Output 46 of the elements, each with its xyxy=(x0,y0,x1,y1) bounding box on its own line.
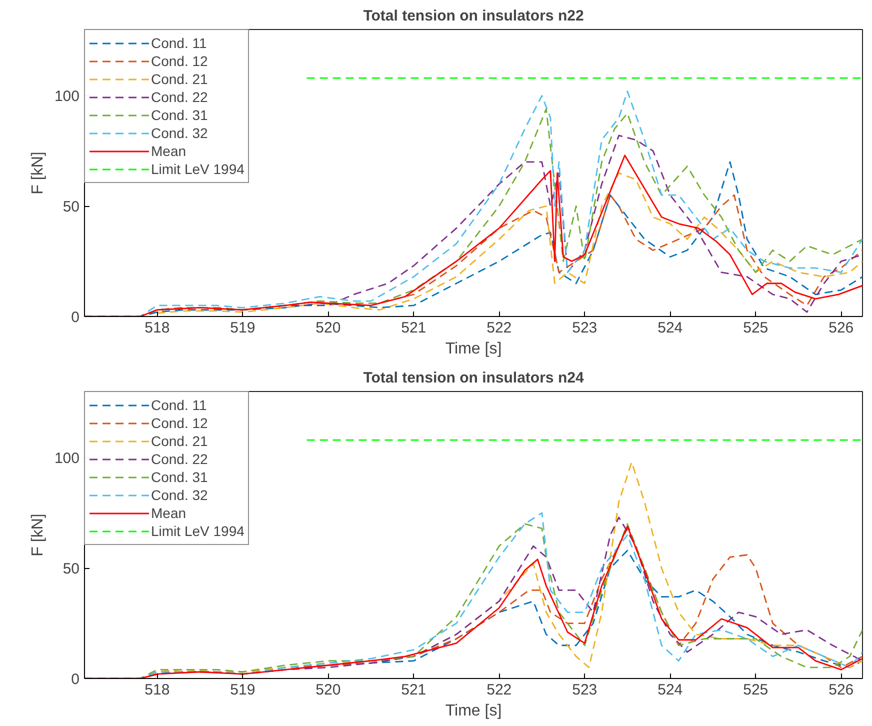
y-tick-label: 0 xyxy=(71,309,80,326)
y-tick-label: 100 xyxy=(54,88,80,106)
legend-label: Cond. 12 xyxy=(151,52,208,70)
x-tick-label: 520 xyxy=(316,682,341,698)
x-tick-label: 524 xyxy=(658,320,683,336)
legend-label: Cond. 21 xyxy=(151,432,208,450)
y-tick-label: 100 xyxy=(54,450,80,468)
legend-label: Cond. 12 xyxy=(151,414,208,432)
x-tick-label: 525 xyxy=(743,320,768,336)
y-tick-label: 50 xyxy=(62,198,80,216)
y-axis-title: F [kN] xyxy=(29,514,46,556)
chart-title: Total tension on insulators n22 xyxy=(363,8,584,24)
x-axis-title: Time [s] xyxy=(445,702,502,720)
x-tick-label: 524 xyxy=(658,682,683,698)
x-tick-label: 521 xyxy=(401,320,426,336)
legend-label: Limit LeV 1994 xyxy=(151,522,244,540)
legend-label: Mean xyxy=(151,142,186,160)
legend-label: Cond. 22 xyxy=(151,88,208,106)
legend-label: Limit LeV 1994 xyxy=(151,160,244,178)
chart-title: Total tension on insulators n24 xyxy=(363,370,584,386)
y-tick-label: 50 xyxy=(62,560,80,578)
legend-label: Cond. 11 xyxy=(151,396,207,414)
x-axis-title: Time [s] xyxy=(445,340,502,358)
x-tick-label: 519 xyxy=(230,320,256,336)
x-tick-label: 523 xyxy=(572,682,598,698)
x-tick-label: 526 xyxy=(828,320,854,336)
x-tick-label: 519 xyxy=(230,682,256,698)
x-tick-label: 522 xyxy=(486,682,512,698)
legend-label: Cond. 32 xyxy=(151,124,208,142)
x-tick-label: 520 xyxy=(316,320,341,336)
legend-label: Cond. 22 xyxy=(151,450,208,468)
x-tick-label: 526 xyxy=(828,682,854,698)
x-tick-label: 518 xyxy=(144,320,170,336)
x-tick-label: 522 xyxy=(486,320,512,336)
x-tick-label: 523 xyxy=(572,320,598,336)
y-tick-label: 0 xyxy=(71,671,80,688)
x-tick-label: 518 xyxy=(144,682,170,698)
y-axis-title: F [kN] xyxy=(29,152,46,194)
legend-label: Cond. 31 xyxy=(151,468,208,486)
legend-label: Mean xyxy=(151,504,186,522)
legend-label: Cond. 21 xyxy=(151,70,208,88)
legend-label: Cond. 32 xyxy=(151,486,208,504)
x-tick-label: 525 xyxy=(743,682,768,698)
x-tick-label: 521 xyxy=(401,682,426,698)
legend-label: Cond. 11 xyxy=(151,34,207,52)
legend-label: Cond. 31 xyxy=(151,106,208,124)
